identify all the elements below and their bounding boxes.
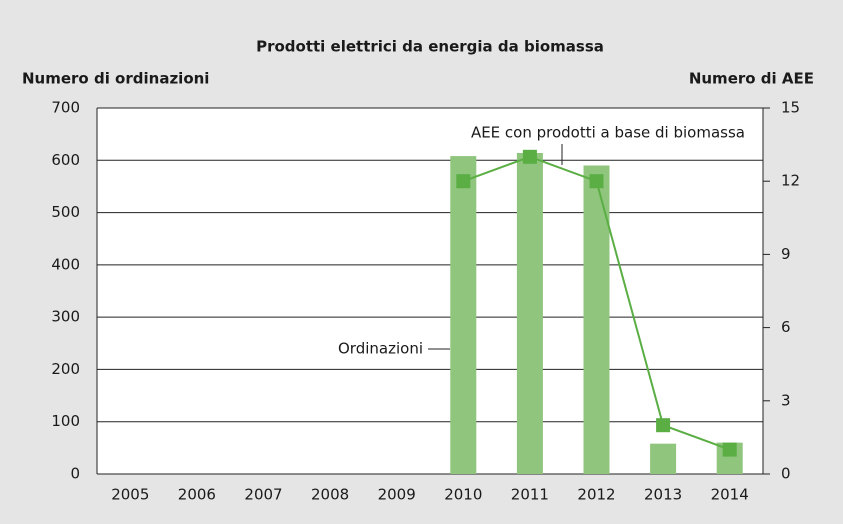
- y2-tick-label: 3: [781, 391, 791, 409]
- y-tick-label: 100: [51, 412, 80, 430]
- x-tick-label: 2014: [711, 486, 749, 504]
- y2-tick-label: 6: [781, 318, 791, 336]
- x-tick-label: 2007: [244, 486, 282, 504]
- annotation: AEE con prodotti a base di biomassa: [471, 124, 745, 142]
- plot-area: [97, 108, 763, 474]
- x-tick-label: 2009: [378, 486, 416, 504]
- x-tick-label: 2013: [644, 486, 682, 504]
- y2-tick-label: 0: [781, 465, 791, 483]
- marker: [522, 149, 537, 164]
- y-tick-label: 200: [51, 360, 80, 378]
- marker: [456, 174, 471, 189]
- x-tick-label: 2006: [178, 486, 216, 504]
- annotation: Ordinazioni: [338, 340, 423, 358]
- y2-tick-label: 15: [781, 99, 800, 117]
- y-tick-label: 300: [51, 308, 80, 326]
- x-tick-label: 2010: [444, 486, 482, 504]
- x-tick-label: 2008: [311, 486, 349, 504]
- marker: [722, 442, 737, 457]
- x-tick-label: 2005: [111, 486, 149, 504]
- bar: [450, 156, 477, 475]
- chart-title: Prodotti elettrici da energia da biomass…: [256, 38, 604, 56]
- y2-axis-title: Numero di AEE: [689, 70, 814, 88]
- bar: [650, 443, 677, 474]
- y-axis-title: Numero di ordinazioni: [22, 70, 209, 88]
- y-tick-label: 600: [51, 151, 80, 169]
- x-tick-label: 2011: [511, 486, 549, 504]
- y-tick-label: 700: [51, 99, 80, 117]
- y-tick-label: 0: [70, 465, 80, 483]
- y-tick-label: 500: [51, 203, 80, 221]
- y-tick-label: 400: [51, 255, 80, 273]
- marker: [589, 174, 604, 189]
- y2-tick-label: 9: [781, 245, 791, 263]
- marker: [656, 418, 671, 433]
- y2-tick-label: 12: [781, 172, 800, 190]
- x-tick-label: 2012: [577, 486, 615, 504]
- bar: [516, 152, 543, 475]
- bar: [583, 165, 610, 474]
